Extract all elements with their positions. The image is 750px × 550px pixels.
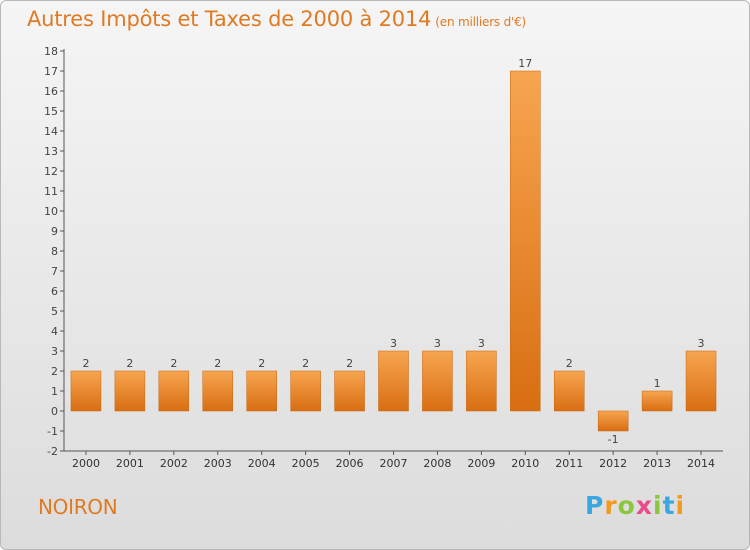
- y-tick-label: 3: [51, 345, 58, 358]
- data-label: 3: [390, 337, 397, 350]
- data-label: 3: [698, 337, 705, 350]
- data-label: 3: [434, 337, 441, 350]
- bar: [158, 370, 190, 412]
- bar: [290, 370, 321, 412]
- data-label: 2: [258, 357, 265, 370]
- data-label: 1: [654, 377, 661, 390]
- x-tick-label: 2004: [248, 457, 276, 470]
- y-tick-label: 10: [44, 205, 58, 218]
- y-tick-label: 1: [51, 385, 58, 398]
- data-label: 2: [302, 357, 309, 370]
- bar: [466, 350, 497, 412]
- x-tick-label: 2010: [511, 457, 539, 470]
- x-tick-label: 2011: [555, 457, 583, 470]
- y-tick-label: 5: [51, 305, 58, 318]
- bar: [597, 410, 629, 432]
- y-tick-label: 17: [44, 65, 58, 78]
- data-label: 2: [566, 357, 573, 370]
- logo-letter: r: [604, 491, 618, 520]
- x-tick-label: 2014: [687, 457, 715, 470]
- logo-letter: x: [635, 491, 653, 520]
- x-tick-label: 2008: [423, 457, 451, 470]
- bar: [334, 370, 365, 412]
- logo-letter: o: [617, 491, 636, 520]
- data-label: -1: [608, 433, 619, 446]
- data-label: 2: [170, 357, 177, 370]
- data-label: 3: [478, 337, 485, 350]
- data-label: 2: [214, 357, 221, 370]
- bar: [114, 370, 146, 412]
- y-tick-label: 16: [44, 85, 58, 98]
- x-tick-label: 2013: [643, 457, 671, 470]
- x-tick-label: 2006: [336, 457, 364, 470]
- bar: [70, 370, 102, 412]
- y-tick-label: 0: [51, 405, 58, 418]
- bar: [422, 350, 453, 412]
- y-tick-label: 9: [51, 225, 58, 238]
- chart-unit: (en milliers d'€): [435, 15, 527, 29]
- logo-letter: i: [675, 491, 686, 520]
- y-tick-label: 8: [51, 245, 58, 258]
- chart-title: Autres Impôts et Taxes de 2000 à 2014 (en…: [27, 7, 526, 31]
- y-tick-label: 15: [44, 105, 58, 118]
- bar: [510, 70, 541, 412]
- bar: [202, 370, 234, 412]
- y-tick-label: 2: [51, 365, 58, 378]
- y-tick-label: -1: [47, 425, 58, 438]
- x-tick-label: 2009: [467, 457, 495, 470]
- proxiti-logo: Proxiti: [585, 491, 685, 520]
- x-tick-label: 2012: [599, 457, 627, 470]
- x-tick-label: 2002: [160, 457, 188, 470]
- bar: [553, 370, 585, 412]
- y-tick-label: 13: [44, 145, 58, 158]
- bar: [685, 350, 717, 412]
- x-tick-label: 2005: [292, 457, 320, 470]
- x-tick-label: 2007: [380, 457, 408, 470]
- y-tick-label: -2: [47, 445, 58, 458]
- logo-letter: P: [585, 491, 605, 520]
- commune-name: NOIRON: [38, 495, 118, 519]
- x-tick-label: 2001: [116, 457, 144, 470]
- data-label: 2: [346, 357, 353, 370]
- x-tick-label: 2003: [204, 457, 232, 470]
- data-label: 2: [82, 357, 89, 370]
- data-label: 2: [126, 357, 133, 370]
- logo-letter: t: [662, 491, 676, 520]
- bar: [246, 370, 277, 412]
- bar: [641, 390, 673, 412]
- data-label: 17: [518, 57, 532, 70]
- logo-letter: i: [653, 491, 663, 520]
- y-tick-label: 7: [51, 265, 58, 278]
- y-tick-label: 11: [44, 185, 58, 198]
- y-tick-label: 6: [51, 285, 58, 298]
- bar: [378, 350, 409, 412]
- y-tick-label: 4: [51, 325, 58, 338]
- y-tick-label: 12: [44, 165, 58, 178]
- y-tick-label: 14: [44, 125, 58, 138]
- y-tick-label: 18: [44, 45, 58, 58]
- chart-title-text: Autres Impôts et Taxes de 2000 à 2014: [27, 7, 432, 31]
- x-tick-label: 2000: [72, 457, 100, 470]
